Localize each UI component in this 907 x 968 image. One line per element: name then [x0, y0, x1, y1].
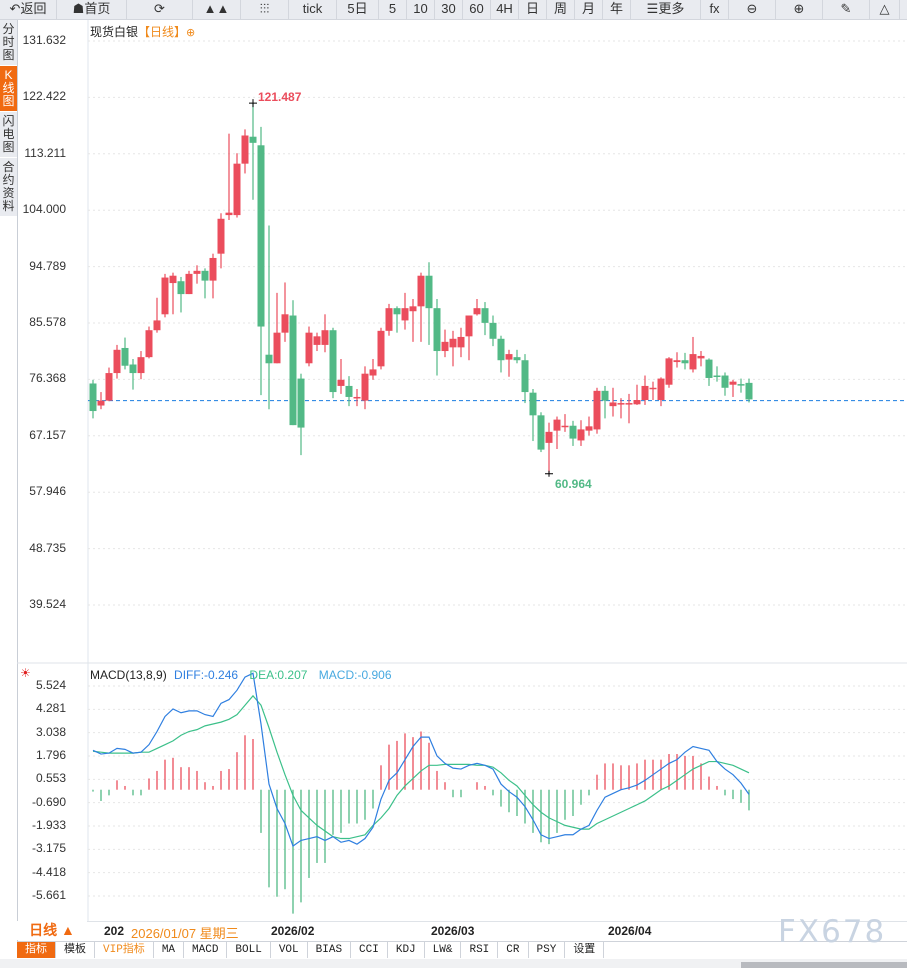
price-tick: 85.578 [29, 315, 66, 329]
toolbar-button-10[interactable]: 60 [463, 0, 491, 19]
price-tick: 39.524 [29, 597, 66, 611]
toolbar-button-6[interactable]: 5日 [337, 0, 379, 19]
date-label: 2026/02 [271, 924, 315, 938]
period-selector[interactable]: 日线 ▲ [17, 921, 87, 940]
macd-dea: DEA:0.207 [249, 668, 308, 682]
price-tick: 131.632 [22, 33, 66, 47]
indicator-tab-模板[interactable]: 模板 [56, 942, 95, 958]
indicator-tab-macd[interactable]: MACD [184, 942, 228, 958]
macd-tick: 0.553 [35, 771, 66, 786]
toolbar-button-18[interactable]: ⊖ [729, 0, 776, 19]
indicator-tab-lw&[interactable]: LW& [425, 942, 462, 958]
macd-tick: -1.933 [31, 818, 66, 832]
crosshair-date: 2026/01/07 星期三 [128, 923, 242, 942]
indicator-tab-kdj[interactable]: KDJ [388, 942, 425, 958]
chart-title: 现货白银【日线】⊕ [90, 23, 195, 40]
macd-tick: -0.690 [31, 794, 66, 809]
toolbar-button-16[interactable]: ☰更多 [631, 0, 701, 19]
date-axis: 202 2026/02 2026/03 2026/04 [17, 921, 907, 942]
toolbar-button-21[interactable]: △ [870, 0, 900, 19]
high-price-label: 121.487 [258, 90, 302, 104]
toolbar-button-14[interactable]: 月 [575, 0, 603, 19]
indicator-tab-vol[interactable]: VOL [271, 942, 308, 958]
toolbar-button-13[interactable]: 周 [547, 0, 575, 19]
price-tick: 122.422 [22, 89, 66, 104]
price-tick: 67.157 [29, 427, 66, 442]
toolbar-button-11[interactable]: 4H [491, 0, 519, 19]
sidebar-item-3[interactable]: 合约资料 [0, 158, 17, 217]
date-label: 2026/04 [608, 924, 652, 938]
indicator-tab-psy[interactable]: PSY [529, 942, 566, 958]
macd-tick: -4.418 [31, 864, 66, 879]
low-price-label: 60.964 [555, 477, 592, 491]
indicator-tabs: 指标 模板 VIP指标 MA MACD BOLL VOL BIAS CCI KDJ LW& RSI CR… [17, 941, 907, 960]
macd-diff: DIFF:-0.246 [174, 668, 239, 682]
macd-tick: 1.796 [35, 747, 66, 762]
macd-tick: 3.038 [35, 724, 66, 739]
macd-tick: 4.281 [35, 701, 66, 716]
price-tick: 94.789 [29, 258, 66, 273]
macd-settings-icon[interactable]: ☀ [20, 666, 31, 680]
toolbar-button-7[interactable]: 5 [379, 0, 407, 19]
toolbar-button-20[interactable]: ✎ [823, 0, 870, 19]
toolbar-button-8[interactable]: 10 [407, 0, 435, 19]
toolbar-button-15[interactable]: 年 [603, 0, 631, 19]
macd-tick: 5.524 [35, 678, 66, 692]
macd-legend: ☀ MACD(13,8,9) DIFF:-0.246 DEA:0.207 MAC… [20, 666, 392, 682]
top-toolbar: ↶返回 ☗首页 ⟳ ▲▲ ⫶⫶⫶ tick 5日 5 10 30 60 4H 日周月年 ☰更多 fx ⊖ ⊕ ✎ △ [0, 0, 907, 20]
macd-params: MACD(13,8,9) [90, 668, 167, 682]
indicator-tab-设置[interactable]: 设置 [565, 942, 605, 958]
indicator-tab-cci[interactable]: CCI [351, 942, 388, 958]
indicator-tab-vip指标[interactable]: VIP指标 [95, 942, 154, 958]
watermark: FX678 [778, 914, 887, 950]
macd-tick: -5.661 [31, 888, 66, 902]
indicator-tab-cr[interactable]: CR [498, 942, 529, 958]
indicator-tab-bias[interactable]: BIAS [308, 942, 352, 958]
price-tick: 57.946 [29, 484, 66, 499]
period-tag: 【日线】 [138, 25, 187, 39]
price-tick: 113.211 [24, 145, 66, 160]
toolbar-button-12[interactable]: 日 [519, 0, 547, 19]
toolbar-button-19[interactable]: ⊕ [776, 0, 823, 19]
date-label: 202 [104, 924, 125, 938]
toolbar-button-3[interactable]: ▲▲ [193, 0, 241, 19]
sidebar-item-2[interactable]: 闪电图 [0, 112, 17, 158]
sidebar-item-0[interactable]: 分时图 [0, 20, 17, 66]
scrollbar-thumb[interactable] [741, 962, 907, 968]
toolbar-button-5[interactable]: tick [289, 0, 337, 19]
instrument-name: 现货白银 [90, 25, 139, 39]
toolbar-button-4[interactable]: ⫶⫶⫶ [241, 0, 289, 19]
candlestick-chart[interactable] [0, 0, 907, 921]
indicator-tab-ma[interactable]: MA [154, 942, 185, 958]
price-tick: 76.368 [29, 371, 66, 386]
price-tick: 104.000 [22, 202, 66, 217]
price-tick: 48.735 [29, 540, 66, 555]
indicator-tab-指标[interactable]: 指标 [17, 942, 56, 958]
macd-tick: -3.175 [31, 841, 66, 856]
toolbar-button-17[interactable]: fx [701, 0, 729, 19]
date-label: 2026/03 [431, 924, 475, 938]
toolbar-button-2[interactable]: ⟳ [127, 0, 193, 19]
indicator-tab-boll[interactable]: BOLL [227, 942, 271, 958]
toolbar-button-9[interactable]: 30 [435, 0, 463, 19]
indicator-tab-rsi[interactable]: RSI [461, 942, 499, 958]
macd-value: MACD:-0.906 [318, 668, 392, 682]
toolbar-button-1[interactable]: ☗首页 [57, 0, 127, 19]
toolbar-button-0[interactable]: ↶返回 [0, 0, 57, 19]
horizontal-scrollbar[interactable] [0, 959, 907, 968]
add-compare-icon[interactable]: ⊕ [186, 27, 196, 39]
